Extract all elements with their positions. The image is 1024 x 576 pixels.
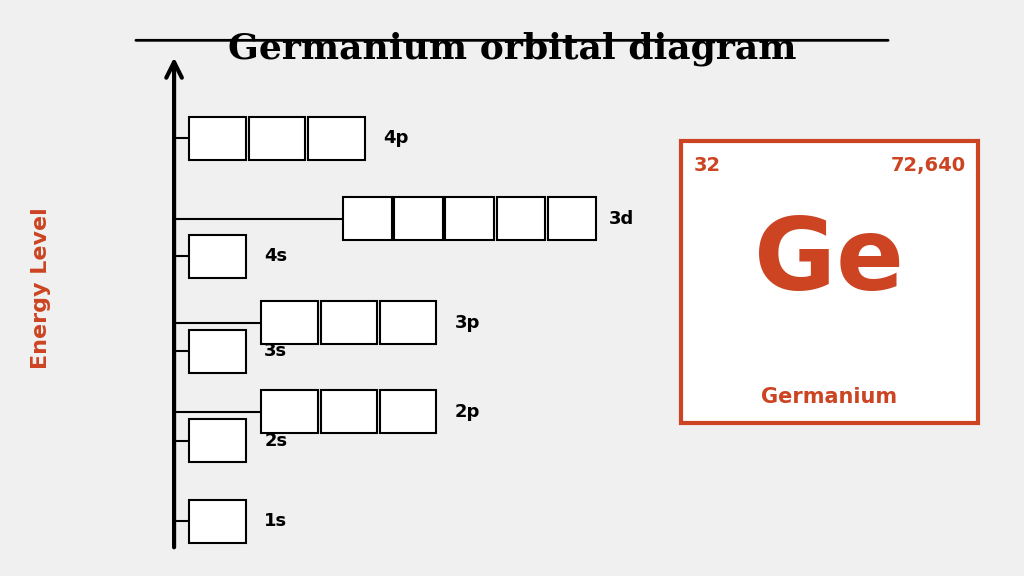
Bar	[308, 116, 365, 160]
Bar	[681, 141, 978, 423]
Text: Ge: Ge	[755, 214, 904, 310]
Bar	[261, 301, 317, 344]
Text: 4p: 4p	[383, 129, 409, 147]
Bar	[189, 235, 246, 278]
Bar	[445, 198, 495, 241]
Bar	[189, 499, 246, 543]
Bar	[343, 198, 391, 241]
Bar	[189, 419, 246, 462]
Bar	[321, 301, 377, 344]
Bar	[249, 116, 305, 160]
Bar	[321, 391, 377, 434]
Bar	[548, 198, 596, 241]
Text: 2s: 2s	[264, 431, 288, 450]
Text: Germanium orbital diagram: Germanium orbital diagram	[227, 32, 797, 66]
Text: 72,640: 72,640	[891, 156, 966, 175]
Bar	[189, 116, 246, 160]
Text: Energy Level: Energy Level	[31, 207, 51, 369]
Bar	[380, 301, 436, 344]
Bar	[261, 391, 317, 434]
Bar	[380, 391, 436, 434]
Text: Germanium: Germanium	[762, 387, 897, 407]
Text: 32: 32	[693, 156, 720, 175]
Bar	[497, 198, 546, 241]
Text: 2p: 2p	[455, 403, 480, 421]
Text: 3p: 3p	[455, 313, 480, 332]
Text: 3d: 3d	[609, 210, 635, 228]
Bar	[394, 198, 442, 241]
Text: 3s: 3s	[264, 342, 288, 361]
Text: 1s: 1s	[264, 512, 288, 530]
Text: 4s: 4s	[264, 247, 288, 266]
Bar	[189, 329, 246, 373]
